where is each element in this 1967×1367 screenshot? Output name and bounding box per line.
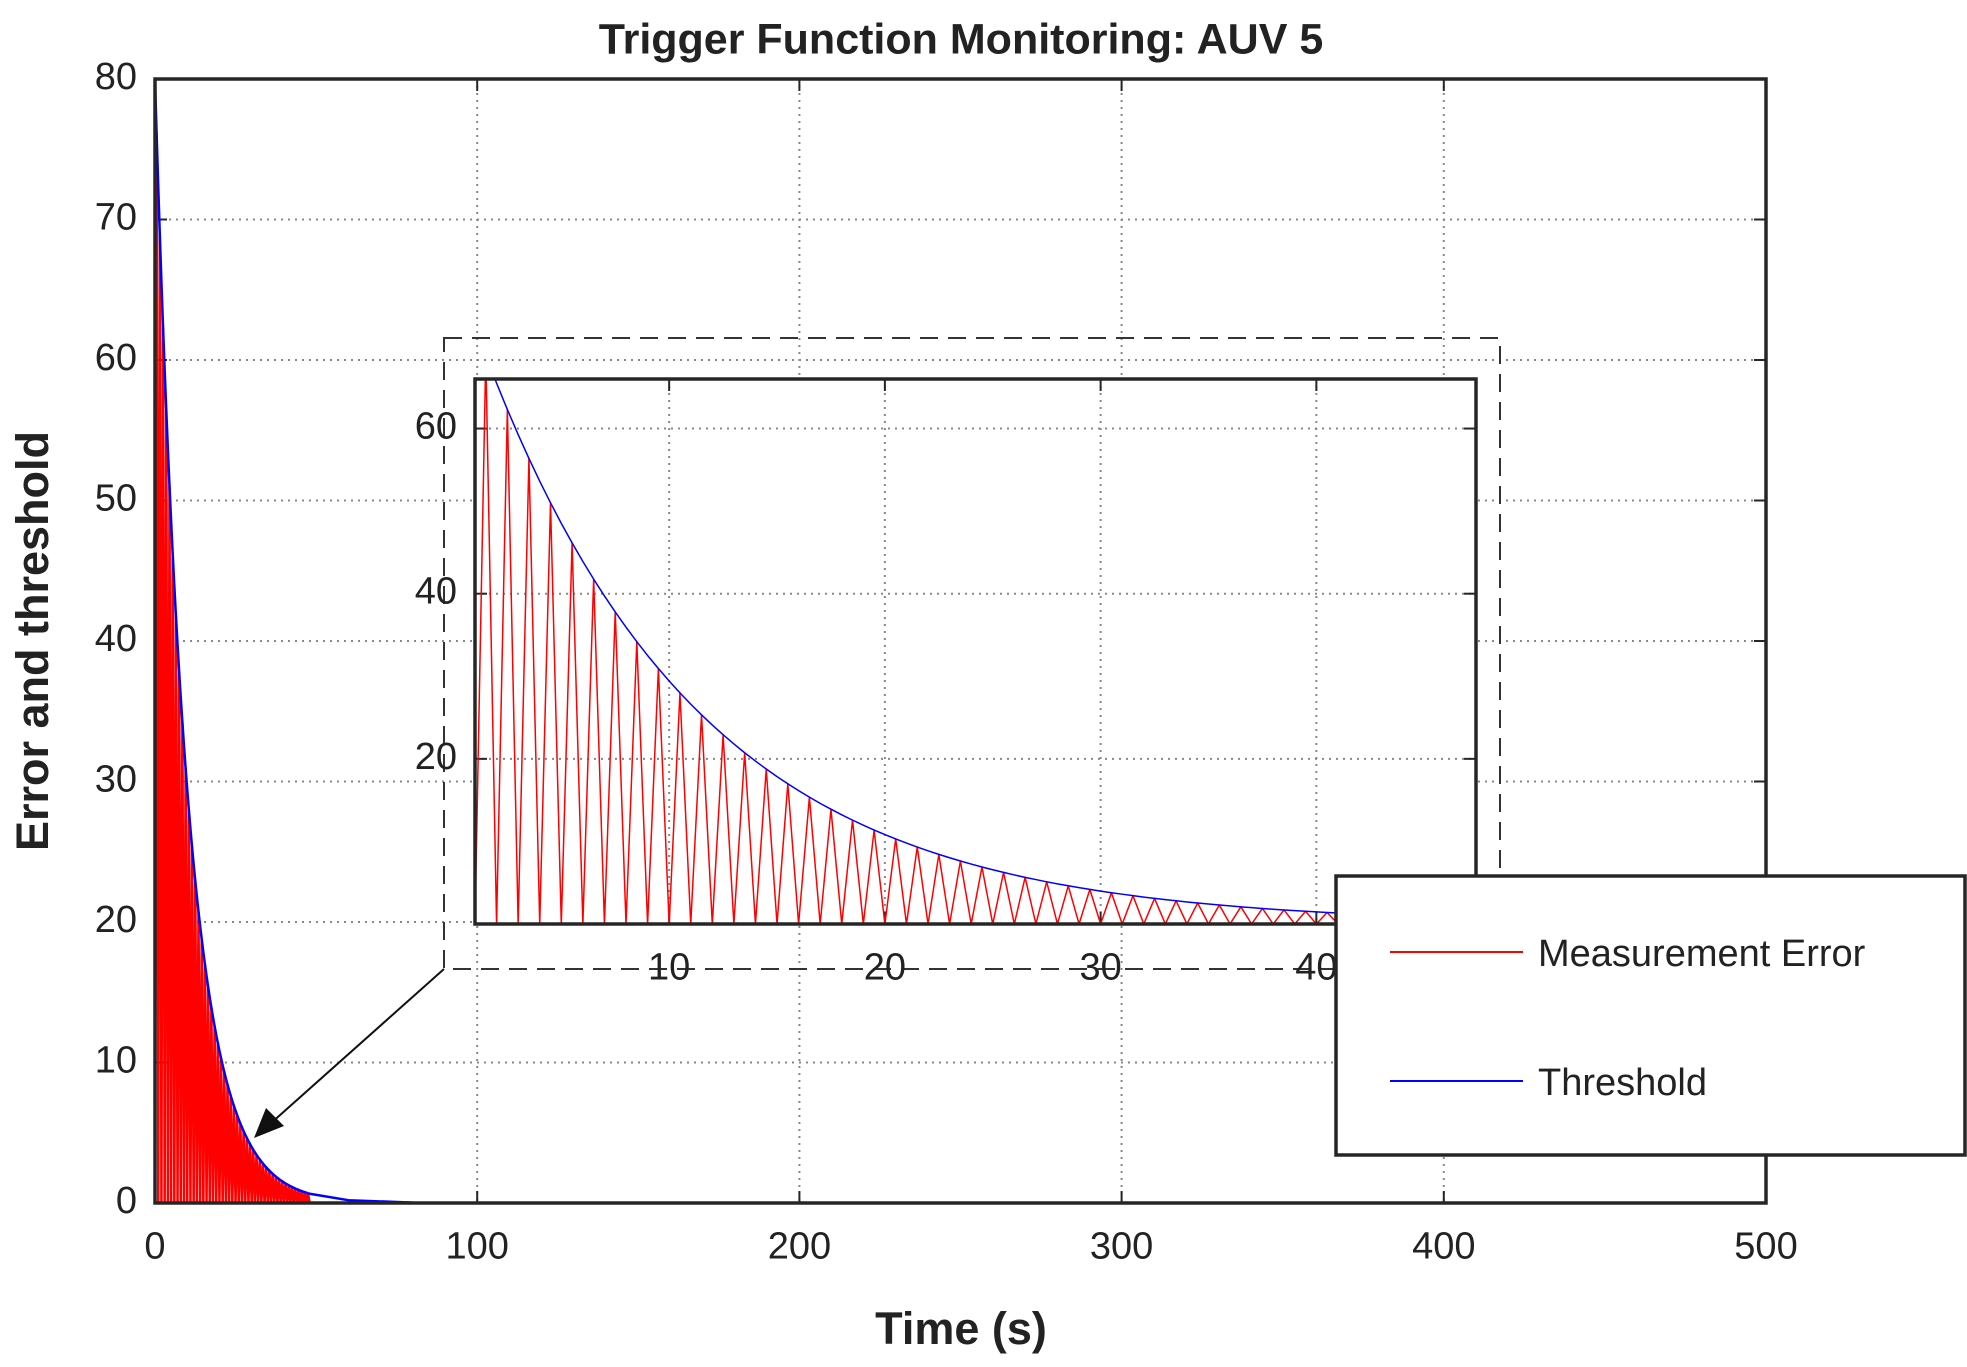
zoom-arrow — [269, 968, 445, 1125]
x-axis-label: Time (s) — [875, 1303, 1047, 1354]
legend-box — [1334, 874, 1967, 1157]
y-tick-label: 60 — [95, 337, 137, 379]
legend-label: Threshold — [1538, 1062, 1707, 1104]
x-tick-label: 0 — [144, 1226, 165, 1268]
plot-background — [475, 379, 1476, 924]
series-group — [155, 79, 1766, 1203]
inset-axes: 10 20 30 40 20 40 60 — [415, 377, 1478, 989]
axes-frame — [473, 377, 1478, 926]
y-tick-label: 20 — [415, 736, 457, 778]
x-tick-label: 40 — [1295, 947, 1337, 989]
x-tick-label: 200 — [768, 1226, 831, 1268]
legend: Measurement Error Threshold — [1334, 874, 1967, 1157]
y-tick-label: 40 — [415, 571, 457, 613]
y-tick-label: 0 — [116, 1180, 137, 1222]
zoom-region — [443, 337, 1501, 970]
arrow-head — [254, 1108, 284, 1138]
x-tick-label: 300 — [1090, 1226, 1153, 1268]
y-tick-label: 30 — [95, 759, 137, 801]
y-tick-label: 40 — [95, 618, 137, 660]
axes-frame — [153, 77, 1768, 1205]
y-tick-label: 60 — [415, 406, 457, 448]
x-tick-label: 500 — [1734, 1226, 1797, 1268]
x-tick-label: 100 — [445, 1226, 508, 1268]
x-tick-label: 10 — [648, 947, 690, 989]
y-tick-label: 50 — [95, 478, 137, 520]
x-tick-label: 30 — [1079, 947, 1121, 989]
y-tick-label: 80 — [95, 56, 137, 98]
x-tick-label: 400 — [1412, 1226, 1475, 1268]
legend-label: Measurement Error — [1538, 933, 1866, 975]
x-tick-label: 20 — [864, 947, 906, 989]
y-tick-label: 20 — [95, 899, 137, 941]
series-line — [155, 79, 1766, 1203]
y-tick-label: 10 — [95, 1040, 137, 1082]
chart-title: Trigger Function Monitoring: AUV 5 — [599, 15, 1324, 63]
series-line — [155, 132, 1766, 1203]
y-axis-label: Error and threshold — [7, 431, 58, 851]
y-tick-label: 70 — [95, 197, 137, 239]
